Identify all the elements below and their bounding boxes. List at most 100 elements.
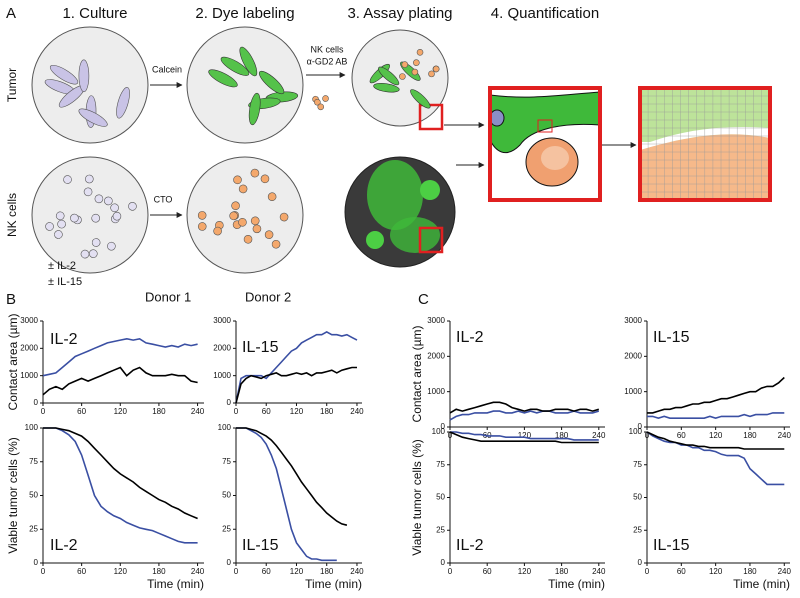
y-tick-label: 75 <box>633 460 642 469</box>
x-tick-label: 180 <box>152 567 166 576</box>
cell <box>399 73 406 80</box>
y-tick-label: 0 <box>34 558 39 567</box>
y-tick-label: 0 <box>34 398 39 407</box>
cell <box>401 61 409 68</box>
condition: ± IL-2 <box>48 260 76 272</box>
zoom-box <box>418 103 444 131</box>
cell <box>197 222 207 231</box>
chart-title: IL-2 <box>456 329 484 346</box>
x-tick-label: 180 <box>743 431 757 440</box>
y-tick-label: 75 <box>436 460 445 469</box>
cell <box>70 213 79 223</box>
cell <box>243 234 253 244</box>
series-line <box>449 431 599 444</box>
x-tick-label: 60 <box>483 567 492 576</box>
x-tick-label: 180 <box>743 567 757 576</box>
chart-title: IL-15 <box>242 339 279 356</box>
series-line <box>449 401 600 414</box>
y-tick-label: 0 <box>638 558 643 567</box>
x-tick-label: 120 <box>709 431 723 440</box>
cell <box>322 95 329 102</box>
row-label: NK cells <box>5 193 19 237</box>
y-axis-label: Viable tumor cells (%) <box>410 439 424 555</box>
condition: ± IL-15 <box>48 276 82 288</box>
x-tick-label: 120 <box>518 431 532 440</box>
cell <box>373 83 400 93</box>
series-line <box>43 427 198 544</box>
x-tick-label: 240 <box>350 567 364 576</box>
y-tick-label: 75 <box>29 457 38 466</box>
y-tick-label: 2000 <box>427 351 445 360</box>
cell <box>107 241 116 251</box>
cell <box>238 217 247 227</box>
cell <box>45 222 54 231</box>
y-tick-label: 0 <box>441 422 446 431</box>
y-tick-label: 100 <box>432 427 446 436</box>
y-tick-label: 3000 <box>20 316 38 325</box>
y-tick-label: 0 <box>227 398 232 407</box>
x-tick-label: 120 <box>114 407 128 416</box>
y-tick-label: 0 <box>441 558 446 567</box>
cell <box>238 184 248 194</box>
cell <box>231 201 240 211</box>
legend-entry: Donor 1 <box>145 289 191 304</box>
chart-title: IL-2 <box>50 331 78 348</box>
cell <box>55 211 65 221</box>
cell <box>239 46 258 77</box>
panel-label: A <box>6 5 16 22</box>
series-line <box>449 410 600 421</box>
y-tick-label: 25 <box>436 525 445 534</box>
dish <box>31 156 149 274</box>
x-tick-label: 120 <box>114 567 128 576</box>
chart-title: IL-2 <box>456 537 484 554</box>
x-tick-label: 0 <box>645 567 650 576</box>
cell <box>413 59 420 66</box>
x-tick-label: 240 <box>592 567 606 576</box>
x-tick-label: 0 <box>234 567 239 576</box>
cell <box>78 59 90 93</box>
y-tick-label: 3000 <box>213 316 231 325</box>
x-tick-label: 60 <box>677 567 686 576</box>
x-tick-label: 180 <box>555 431 569 440</box>
cell <box>63 175 72 184</box>
x-tick-label: 240 <box>350 407 364 416</box>
step-title: 3. Assay plating <box>347 5 452 22</box>
x-tick-label: 60 <box>262 567 271 576</box>
x-tick-label: 60 <box>262 407 271 416</box>
series-line <box>236 427 348 526</box>
x-axis-label: Time (min) <box>548 577 605 591</box>
reagent: α-GD2 AB <box>307 56 348 66</box>
y-tick-label: 3000 <box>427 316 445 325</box>
x-tick-label: 240 <box>592 431 606 440</box>
x-tick-label: 120 <box>518 567 532 576</box>
series-line <box>647 412 785 420</box>
x-axis-label: Time (min) <box>733 577 790 591</box>
y-tick-label: 1000 <box>427 387 445 396</box>
panel-a: A 1. Culture 2. Dye labeling 3. Assay pl… <box>5 5 772 288</box>
step-title: 1. Culture <box>62 5 127 22</box>
cell <box>411 68 419 76</box>
x-tick-label: 240 <box>778 567 792 576</box>
x-tick-label: 180 <box>320 407 334 416</box>
series-line <box>647 376 785 414</box>
y-tick-label: 25 <box>633 525 642 534</box>
y-tick-label: 25 <box>29 524 38 533</box>
y-tick-label: 50 <box>222 491 231 500</box>
x-tick-label: 0 <box>234 407 239 416</box>
chart-title: IL-15 <box>653 329 690 346</box>
x-tick-label: 0 <box>41 407 46 416</box>
x-tick-label: 0 <box>41 567 46 576</box>
y-tick-label: 2000 <box>624 351 642 360</box>
cell <box>271 239 281 249</box>
cell <box>258 70 285 95</box>
x-tick-label: 240 <box>191 407 205 416</box>
chart-title: IL-2 <box>50 537 78 554</box>
step-title: 4. Quantification <box>491 5 599 22</box>
cell <box>91 213 100 223</box>
x-tick-label: 180 <box>555 567 569 576</box>
y-tick-label: 75 <box>222 457 231 466</box>
reagent: NK cells <box>310 44 344 54</box>
chart-title: IL-15 <box>653 537 690 554</box>
